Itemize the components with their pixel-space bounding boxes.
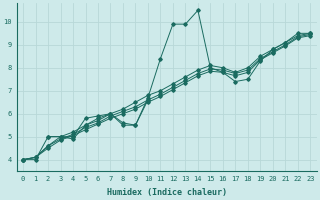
X-axis label: Humidex (Indice chaleur): Humidex (Indice chaleur): [107, 188, 227, 197]
